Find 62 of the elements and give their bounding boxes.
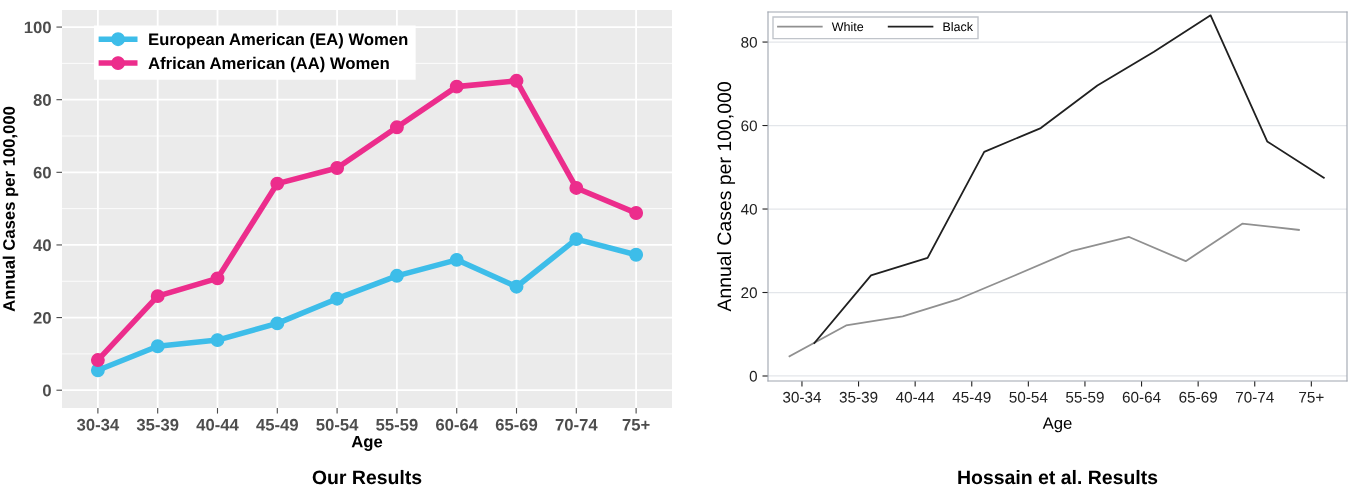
- x-tick-label: 40-44: [196, 418, 239, 431]
- legend-label: Black: [943, 22, 974, 32]
- x-tick-label: 60-64: [1122, 391, 1161, 403]
- x-tick-label: 35-39: [136, 418, 179, 431]
- point: [330, 161, 345, 175]
- x-tick-label: 65-69: [1179, 391, 1217, 403]
- point: [389, 120, 404, 135]
- point: [629, 247, 644, 262]
- point: [389, 268, 404, 283]
- point: [150, 289, 165, 304]
- point: [449, 79, 464, 94]
- legend-label: European American (EA) Women: [149, 32, 408, 49]
- point: [210, 271, 225, 286]
- x-axis-title: Age: [1042, 417, 1072, 433]
- x-tick-label: 75+: [622, 419, 650, 431]
- point: [330, 291, 345, 306]
- text: Hossain et al. Results: [958, 469, 1158, 485]
- x-tick-label: 60-64: [436, 418, 478, 431]
- y-axis-title: Annual Cases per 100,000: [2, 106, 19, 312]
- point: [629, 206, 644, 220]
- y-tick-label: 80: [741, 36, 757, 48]
- point: [509, 279, 524, 294]
- point: [509, 73, 524, 88]
- x-axis-title: Age: [351, 435, 383, 451]
- y-tick-label: 60: [741, 120, 757, 132]
- x-tick-label: 70-74: [1235, 391, 1274, 403]
- point: [150, 339, 165, 354]
- x-tick-label: 45-49: [256, 418, 298, 431]
- x-tick-label: 35-39: [839, 391, 878, 403]
- y-tick-label: 100: [24, 21, 51, 34]
- x-tick-label: 30-34: [783, 391, 822, 403]
- x-tick-label: 50-54: [1009, 391, 1048, 403]
- y-tick-label: 20: [741, 287, 757, 299]
- y-tick-label: 40: [33, 239, 51, 252]
- point: [210, 333, 225, 348]
- y-tick-label: 40: [740, 203, 757, 215]
- y-axis-title: Annual Cases per 100,000: [716, 82, 736, 312]
- legend-label: African American (AA) Women: [148, 56, 389, 73]
- point: [569, 232, 584, 247]
- x-tick-label: 30-34: [76, 418, 120, 431]
- x-tick-label: 65-69: [495, 418, 538, 431]
- x-tick-label: 40-44: [895, 391, 935, 403]
- line-series: [813, 14, 1325, 344]
- y-tick-label: 20: [33, 311, 51, 324]
- x-tick-label: 50-54: [316, 418, 359, 431]
- y-tick-label: 60: [33, 166, 51, 179]
- line-series: [788, 222, 1300, 358]
- x-tick-label: 45-49: [952, 391, 991, 403]
- text: Our Results: [312, 469, 422, 485]
- x-tick-label: 55-59: [376, 418, 418, 431]
- x-tick-label: 55-59: [1066, 391, 1104, 403]
- point: [90, 353, 105, 368]
- y-tick-label: 0: [42, 384, 51, 397]
- point: [569, 180, 584, 195]
- point: [449, 252, 464, 267]
- point: [270, 316, 285, 331]
- legend-label: White: [831, 22, 864, 32]
- x-tick-label: 70-74: [555, 418, 598, 431]
- x-tick-label: 75+: [1299, 391, 1324, 403]
- y-tick-label: 0: [749, 370, 757, 382]
- y-tick-label: 80: [33, 94, 51, 106]
- point: [270, 176, 285, 191]
